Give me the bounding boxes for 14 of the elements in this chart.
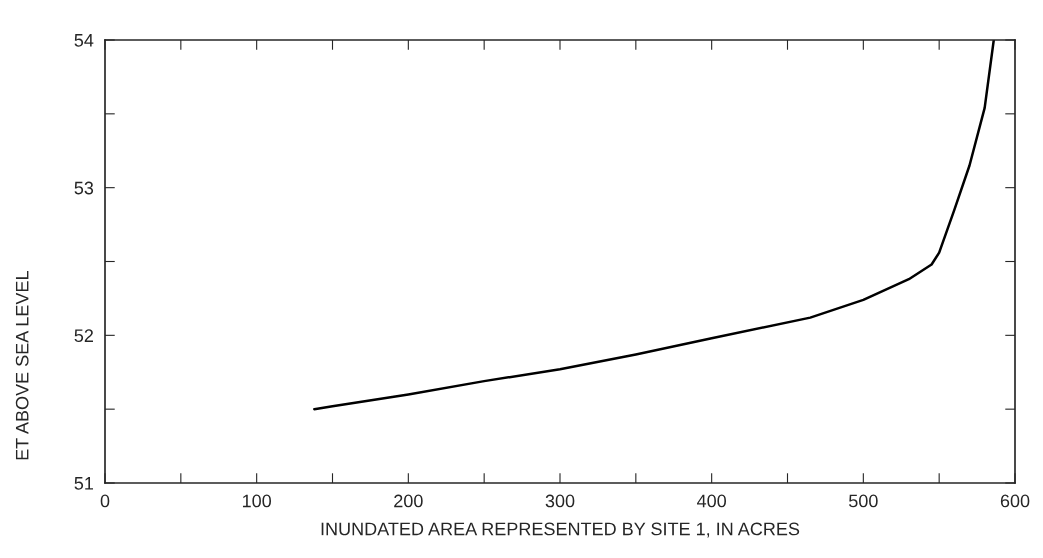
y-tick-label: 51 — [74, 477, 94, 490]
x-tick-label: 300 — [545, 494, 575, 508]
y-tick-label: 52 — [74, 329, 93, 343]
x-tick-label: 100 — [242, 494, 272, 508]
x-tick-label: 400 — [697, 494, 727, 508]
x-tick-label: 200 — [394, 494, 423, 508]
x-axis-title: INUNDATED AREA REPRESENTED BY SITE 1, IN ACRES — [321, 522, 800, 538]
x-tick-label: 500 — [848, 494, 878, 508]
x-tick-label: 0 — [100, 494, 110, 508]
y-tick-label: 53 — [74, 181, 94, 195]
y-tick-label: 54 — [74, 34, 94, 47]
y-axis-title: ET ABOVE SEA LEVEL — [15, 271, 29, 460]
line-series — [313, 40, 996, 411]
x-tick-label: 600 — [1000, 494, 1030, 508]
